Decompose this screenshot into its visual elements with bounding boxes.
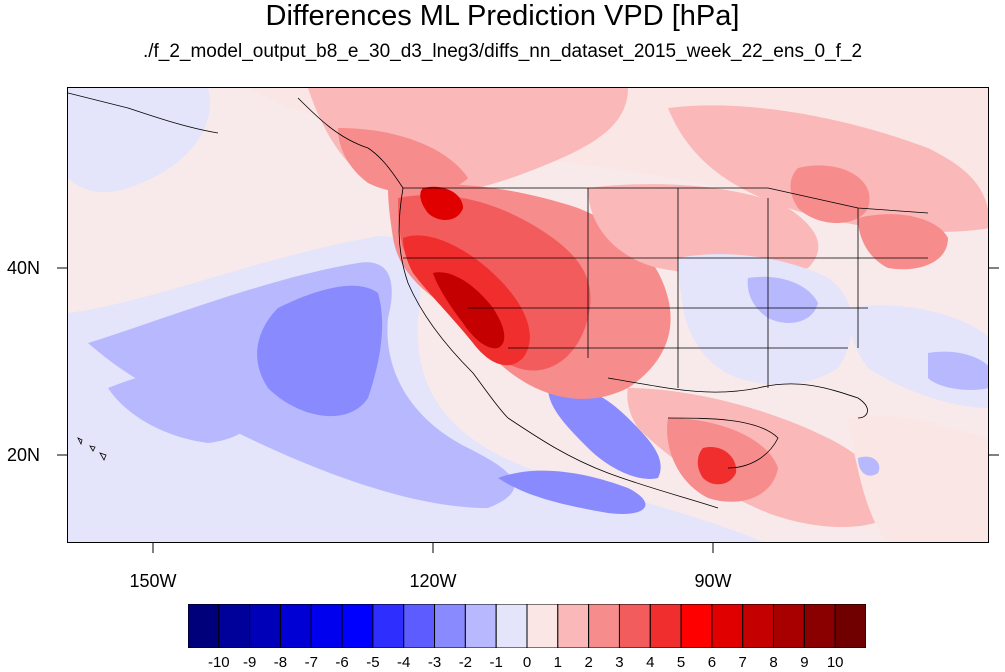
map-panel (67, 87, 989, 543)
us-central-pink (588, 184, 819, 276)
canada-west-red (338, 128, 468, 194)
north-pacific-light-blue (68, 88, 210, 193)
colorbar (187, 603, 867, 649)
mexico-blue-region (548, 385, 661, 479)
us-northeast-red (858, 214, 948, 270)
colorbar-box (680, 603, 713, 649)
colorbar-box (279, 603, 312, 649)
colorbar-label: 10 (826, 654, 844, 671)
us-west-hot-core (433, 272, 505, 349)
colorbar-label: -7 (304, 654, 318, 671)
colorbar-box (434, 603, 466, 649)
map-title: Differences ML Prediction VPD [hPa] (265, 0, 740, 32)
colorbar-label: -2 (458, 654, 473, 671)
central-america-hot (697, 447, 737, 485)
vpd-difference-field (68, 88, 988, 542)
colorbar-box (403, 603, 436, 649)
map-ticks (57, 267, 999, 553)
pacific-mid-blue-region (257, 285, 383, 417)
colorbar-label: 1 (553, 654, 562, 671)
colorbar-label: 5 (676, 654, 686, 671)
colorbar-label: -10 (207, 654, 230, 671)
colorbar-box (773, 603, 805, 649)
lon-label-150w: 150W (129, 571, 177, 591)
map-subtitle: ./f_2_model_output_b8_e_30_d3_lneg3/diff… (142, 41, 863, 62)
lat-label-20n: 20N (6, 445, 40, 465)
colorbar-box (341, 603, 374, 649)
us-east-blue (747, 276, 818, 323)
colorbar-box (187, 603, 220, 649)
colorbar-box (218, 603, 251, 649)
lon-label-120w: 120W (409, 571, 457, 591)
colorbar-label: -3 (427, 654, 442, 671)
colorbar-label: 0 (522, 654, 532, 671)
colorbar-box (249, 603, 281, 649)
coastlines (398, 187, 929, 509)
colorbar-label: 3 (615, 654, 624, 671)
pacific-blue-region-2 (108, 369, 256, 443)
colorbar-label: -4 (397, 654, 411, 671)
colorbar-box (588, 603, 620, 649)
colorbar-box (557, 603, 590, 649)
colorbar-box (372, 603, 405, 649)
colorbar-label: -8 (273, 654, 288, 671)
colorbar-label: 7 (738, 654, 747, 671)
canada-coast (68, 92, 404, 189)
colorbar-label: -5 (366, 654, 380, 671)
atlantic-blue (928, 351, 988, 390)
colorbar-box (742, 603, 775, 649)
colorbar-boxes (187, 603, 867, 649)
us-northwest-hot (420, 186, 463, 220)
caribbean-pale (848, 415, 988, 542)
colorbar-box (526, 603, 559, 649)
colorbar-label: 6 (707, 654, 717, 671)
colorbar-label: 9 (800, 654, 809, 671)
colorbar-label: -1 (489, 654, 503, 671)
colorbar-label: -6 (335, 654, 349, 671)
colorbar-box (464, 603, 497, 649)
caribbean-blue-patch (858, 456, 880, 476)
colorbar-box (803, 603, 836, 649)
colorbar-box (711, 603, 744, 649)
baja-blue-region (498, 470, 646, 514)
colorbar-box (495, 603, 528, 649)
colorbar-label: 4 (646, 654, 655, 671)
hawaii-islands (77, 437, 107, 461)
lat-label-40n: 40N (6, 258, 40, 278)
us-east-light-blue (678, 254, 852, 385)
colorbar-box (618, 603, 651, 649)
colorbar-box (834, 603, 867, 649)
colorbar-label: 8 (769, 654, 778, 671)
lon-label-90w: 90W (694, 571, 732, 591)
colorbar-label: -9 (242, 654, 257, 671)
colorbar-label: 2 (584, 654, 593, 671)
canada-red-core (790, 165, 870, 223)
colorbar-box (649, 603, 682, 649)
colorbar-box (310, 603, 343, 649)
